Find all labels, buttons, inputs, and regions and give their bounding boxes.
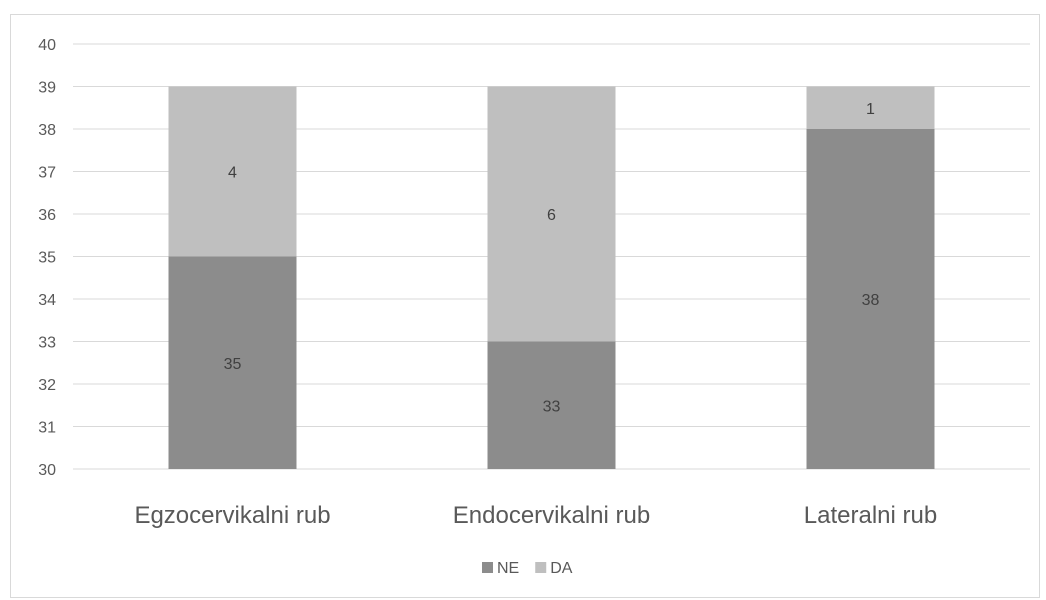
bar-da [806, 86, 935, 129]
bar-ne [168, 256, 297, 469]
y-tick-label: 32 [38, 377, 56, 394]
data-label: 38 [862, 292, 880, 309]
data-labels: 35 4 33 6 38 1 [224, 101, 880, 416]
y-tick-label: 35 [38, 250, 56, 267]
y-tick-label: 31 [38, 420, 56, 437]
bar-ne [487, 341, 616, 469]
y-tick-label: 30 [38, 462, 56, 479]
data-label: 1 [866, 101, 875, 118]
bars [168, 86, 935, 469]
y-tick-label: 40 [38, 37, 56, 54]
y-tick-label: 36 [38, 207, 56, 224]
legend: NE DA [482, 560, 573, 577]
y-tick-label: 38 [38, 122, 56, 139]
data-label: 33 [543, 398, 561, 415]
legend-label-da: DA [550, 560, 573, 577]
x-category-label: Egzocervikalni rub [134, 502, 330, 529]
data-label: 4 [228, 165, 237, 182]
data-label: 6 [547, 207, 556, 224]
bar-ne [806, 129, 935, 469]
y-tick-label: 33 [38, 335, 56, 352]
y-tick-label: 39 [38, 80, 56, 97]
x-category-label: Endocervikalni rub [453, 502, 650, 529]
legend-swatch-ne [482, 562, 493, 573]
x-category-label: Lateralni rub [804, 502, 937, 529]
legend-swatch-da [535, 562, 547, 573]
legend-label-ne: NE [497, 560, 519, 577]
y-tick-label: 37 [38, 165, 56, 182]
bar-da [487, 86, 616, 342]
x-axis-categories: Egzocervikalni rub Endocervikalni rub Late… [134, 502, 937, 529]
y-tick-label: 34 [38, 292, 56, 309]
bar-da [168, 86, 297, 257]
y-axis-ticks: 30 31 32 33 34 35 36 37 38 39 40 [38, 37, 56, 479]
data-label: 35 [224, 356, 242, 373]
